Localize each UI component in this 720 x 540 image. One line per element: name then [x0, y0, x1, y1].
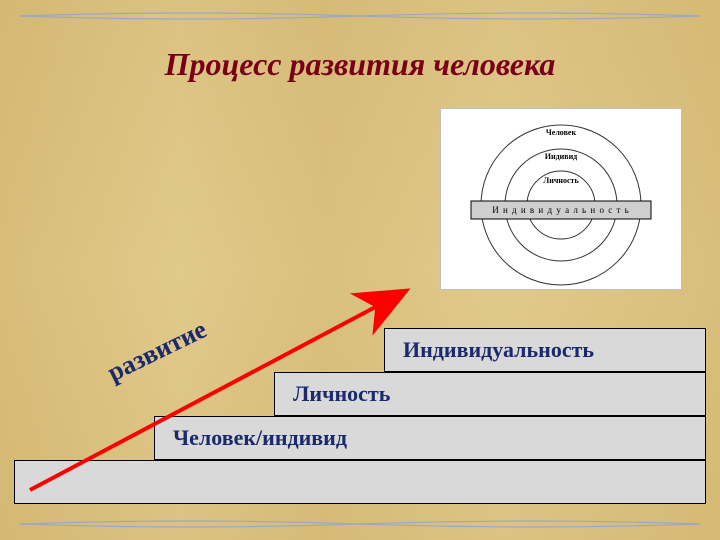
circle-label-inner: Личность: [543, 176, 579, 185]
step-2: Личность: [274, 372, 706, 416]
divider-top: [20, 12, 700, 20]
step-label: Личность: [293, 381, 390, 407]
step-0: [14, 460, 706, 504]
step-1: Человек/индивид: [154, 416, 706, 460]
circle-band-label: И н д и в и д у а л ь н о с т ь: [492, 205, 630, 215]
page-title: Процесс развития человека: [0, 46, 720, 83]
slide: Процесс развития человека Человек Индиви…: [0, 0, 720, 540]
step-label: Человек/индивид: [173, 425, 347, 451]
circles-diagram: Человек Индивид Личность И н д и в и д у…: [440, 108, 682, 290]
divider-bottom: [20, 520, 700, 528]
step-3: Индивидуальность: [384, 328, 706, 372]
circle-label-outer: Человек: [546, 128, 577, 137]
step-label: Индивидуальность: [403, 337, 594, 363]
circle-label-middle: Индивид: [545, 152, 577, 161]
